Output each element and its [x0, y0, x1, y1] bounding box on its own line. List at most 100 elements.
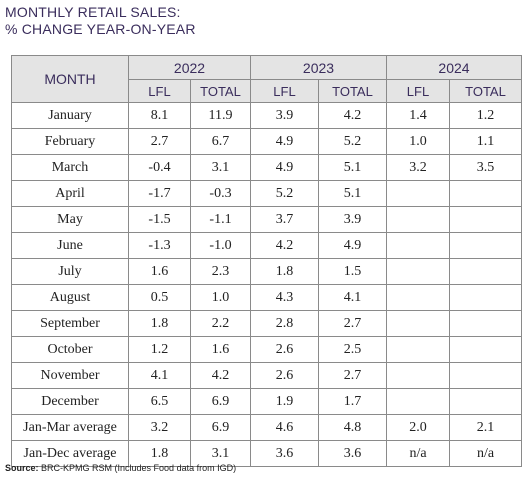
table-cell: 1.8 — [128, 440, 191, 467]
table-cell: 3.1 — [190, 440, 251, 467]
table-cell: 1.9 — [250, 388, 319, 415]
table-cell: 3.2 — [128, 414, 191, 441]
table-cell: 5.1 — [318, 154, 387, 181]
source-note: Source: BRC-KPMG RSM (Includes Food data… — [5, 463, 236, 473]
table-cell — [386, 310, 450, 337]
sub-header-lfl: LFL — [128, 79, 191, 103]
sub-header-total: TOTAL — [318, 79, 387, 103]
table-cell: 6.9 — [190, 414, 251, 441]
table-cell: 5.2 — [250, 180, 319, 207]
table-cell: 4.3 — [250, 284, 319, 311]
row-month-label: November — [11, 362, 129, 389]
table-row: March -0.4 3.1 4.9 5.1 3.2 3.5 — [11, 154, 522, 181]
table-cell: -1.5 — [128, 206, 191, 233]
table-cell: 1.2 — [128, 336, 191, 363]
table-cell: 2.3 — [190, 258, 251, 285]
sub-header-lfl: LFL — [250, 79, 319, 103]
table-cell: 3.9 — [318, 206, 387, 233]
table-cell: -1.7 — [128, 180, 191, 207]
table-cell: -1.3 — [128, 232, 191, 259]
table-row: May -1.5 -1.1 3.7 3.9 — [11, 206, 522, 233]
table-cell: 2.2 — [190, 310, 251, 337]
table-cell — [386, 362, 450, 389]
table-cell — [449, 388, 522, 415]
table-cell — [449, 362, 522, 389]
table-cell — [449, 336, 522, 363]
table-cell — [386, 336, 450, 363]
table-cell: n/a — [449, 440, 522, 467]
table-cell: 3.2 — [386, 154, 450, 181]
table-cell: 1.5 — [318, 258, 387, 285]
table-cell: 1.8 — [128, 310, 191, 337]
year-header-2023: 2023 — [250, 55, 387, 80]
table-cell — [386, 388, 450, 415]
source-label: Source: — [5, 463, 39, 473]
table-cell: 2.8 — [250, 310, 319, 337]
month-header: MONTH — [11, 55, 129, 103]
title-line-2: % CHANGE YEAR-ON-YEAR — [5, 21, 196, 37]
title-line-1: MONTHLY RETAIL SALES: — [5, 4, 181, 20]
table-cell: 3.1 — [190, 154, 251, 181]
table-cell: 2.7 — [318, 362, 387, 389]
page-title: MONTHLY RETAIL SALES: % CHANGE YEAR-ON-Y… — [5, 4, 196, 38]
row-month-label: June — [11, 232, 129, 259]
table-cell: 1.8 — [250, 258, 319, 285]
table-cell: 3.6 — [250, 440, 319, 467]
table-cell: 4.8 — [318, 414, 387, 441]
table-cell: 4.9 — [250, 154, 319, 181]
table-cell: -1.0 — [190, 232, 251, 259]
table-row: November 4.1 4.2 2.6 2.7 — [11, 362, 522, 389]
table-cell: 0.5 — [128, 284, 191, 311]
table-row: Jan-Dec average 1.8 3.1 3.6 3.6 n/a n/a — [11, 440, 522, 467]
row-month-label: May — [11, 206, 129, 233]
table-cell: 3.9 — [250, 102, 319, 129]
table-cell: -1.1 — [190, 206, 251, 233]
table-cell: -0.3 — [190, 180, 251, 207]
year-header-2022: 2022 — [128, 55, 251, 80]
table-cell: 1.4 — [386, 102, 450, 129]
table-cell: 5.2 — [318, 128, 387, 155]
table-cell: 2.7 — [128, 128, 191, 155]
table-cell — [449, 232, 522, 259]
table-cell: 1.6 — [128, 258, 191, 285]
header-row-measures: LFL TOTAL LFL TOTAL LFL TOTAL — [12, 79, 522, 103]
row-month-label: February — [11, 128, 129, 155]
row-month-label: October — [11, 336, 129, 363]
table-row: September 1.8 2.2 2.8 2.7 — [11, 310, 522, 337]
source-text: BRC-KPMG RSM (Includes Food data from IG… — [41, 463, 237, 473]
table-cell: 6.7 — [190, 128, 251, 155]
table-cell — [386, 232, 450, 259]
table-cell: 5.1 — [318, 180, 387, 207]
table-row: January 8.1 11.9 3.9 4.2 1.4 1.2 — [11, 102, 522, 129]
table-cell: 6.5 — [128, 388, 191, 415]
table-cell: 3.5 — [449, 154, 522, 181]
table-cell — [449, 206, 522, 233]
table-cell — [449, 258, 522, 285]
row-month-label: December — [11, 388, 129, 415]
table-cell: 3.6 — [318, 440, 387, 467]
table-row: October 1.2 1.6 2.6 2.5 — [11, 336, 522, 363]
table-cell: -0.4 — [128, 154, 191, 181]
table-cell: 4.9 — [250, 128, 319, 155]
sub-header-total: TOTAL — [449, 79, 522, 103]
table-cell: 11.9 — [190, 102, 251, 129]
header-row-years: MONTH 2022 2023 2024 — [11, 55, 522, 103]
table-cell: 1.0 — [190, 284, 251, 311]
table-cell — [449, 180, 522, 207]
table-cell: 4.6 — [250, 414, 319, 441]
table-cell: 4.1 — [318, 284, 387, 311]
table-cell: 1.6 — [190, 336, 251, 363]
table-body: January 8.1 11.9 3.9 4.2 1.4 1.2 February 2.7 6.7… — [11, 102, 522, 467]
table-row: February 2.7 6.7 4.9 5.2 1.0 1.1 — [11, 128, 522, 155]
table-cell: 1.0 — [386, 128, 450, 155]
table-cell: 2.6 — [250, 362, 319, 389]
table-cell: 4.1 — [128, 362, 191, 389]
row-month-label: September — [11, 310, 129, 337]
table-cell: 1.1 — [449, 128, 522, 155]
table-cell: n/a — [386, 440, 450, 467]
retail-sales-table: MONTH 2022 2023 2024 LFL TOTAL LFL TOTAL… — [11, 55, 522, 467]
table-cell — [386, 258, 450, 285]
table-row: April -1.7 -0.3 5.2 5.1 — [11, 180, 522, 207]
table-cell: 2.7 — [318, 310, 387, 337]
sub-header-total: TOTAL — [190, 79, 251, 103]
